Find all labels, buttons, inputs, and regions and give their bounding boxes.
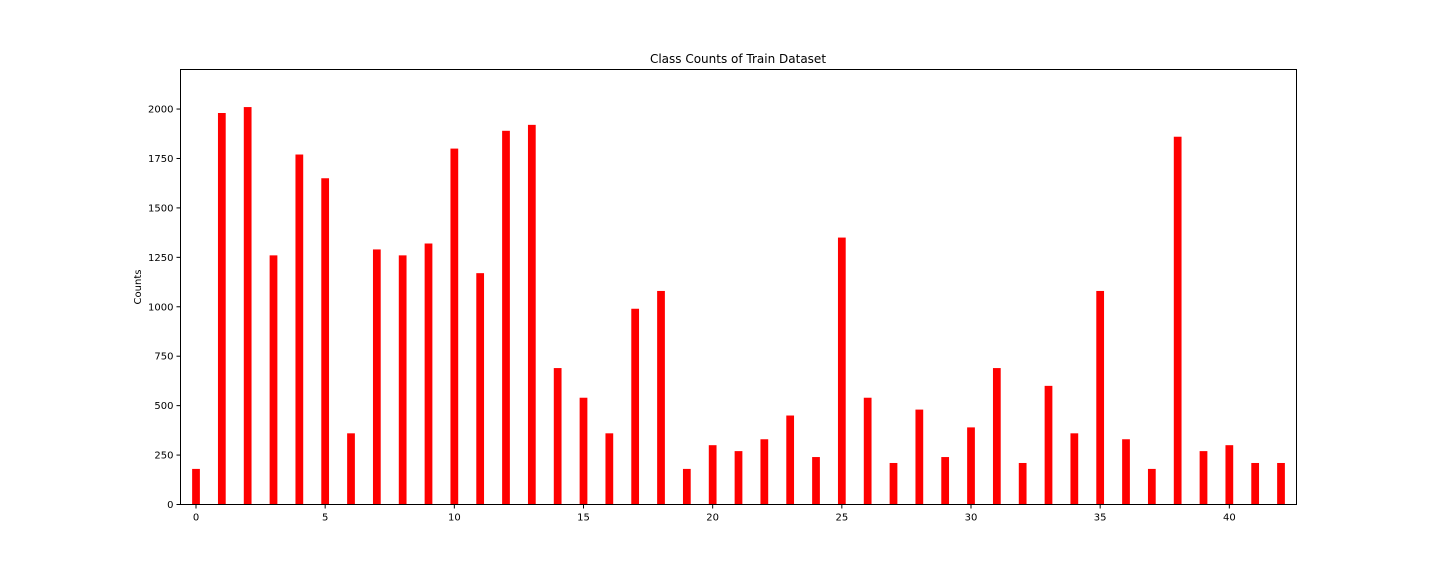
bar-16 bbox=[605, 433, 614, 505]
bars-group bbox=[192, 107, 1285, 505]
bar-33 bbox=[1044, 385, 1053, 505]
y-tick-label: 1750 bbox=[148, 154, 173, 165]
bar-37 bbox=[1147, 468, 1156, 505]
x-tick-label: 40 bbox=[1223, 513, 1236, 524]
bar-22 bbox=[760, 439, 769, 505]
y-tick-label: 1500 bbox=[148, 203, 173, 214]
bar-25 bbox=[837, 237, 846, 505]
y-tick-label: 1000 bbox=[148, 302, 173, 313]
bar-29 bbox=[941, 457, 950, 505]
bar-10 bbox=[450, 148, 459, 505]
bar-0 bbox=[192, 468, 200, 505]
bar-7 bbox=[372, 249, 381, 505]
bar-8 bbox=[398, 255, 407, 505]
x-tick-label: 15 bbox=[577, 513, 590, 524]
bar-31 bbox=[992, 368, 1001, 505]
bar-27 bbox=[889, 462, 898, 505]
y-axis-label: Counts bbox=[133, 270, 144, 305]
x-tick-label: 10 bbox=[448, 513, 461, 524]
x-tick-label: 25 bbox=[835, 513, 848, 524]
bar-23 bbox=[786, 415, 795, 505]
bar-38 bbox=[1173, 136, 1182, 505]
plot-frame bbox=[180, 69, 1297, 505]
bar-35 bbox=[1096, 290, 1105, 505]
bar-24 bbox=[812, 457, 820, 505]
bar-30 bbox=[967, 427, 975, 505]
bar-42 bbox=[1277, 462, 1285, 505]
bar-13 bbox=[527, 124, 536, 505]
bar-5 bbox=[321, 178, 330, 505]
bar-40 bbox=[1225, 445, 1234, 505]
y-tick-label: 2000 bbox=[148, 105, 173, 116]
bar-41 bbox=[1251, 462, 1260, 505]
bar-17 bbox=[631, 308, 640, 505]
bar-32 bbox=[1018, 462, 1027, 505]
bar-18 bbox=[657, 290, 665, 505]
y-tick-label: 750 bbox=[154, 352, 173, 363]
bar-15 bbox=[579, 397, 588, 505]
bar-20 bbox=[708, 445, 717, 505]
bar-12 bbox=[502, 130, 510, 505]
bar-6 bbox=[347, 433, 355, 505]
bar-11 bbox=[476, 273, 485, 505]
bar-3 bbox=[269, 255, 278, 505]
x-tick-label: 30 bbox=[965, 513, 978, 524]
y-tick-label: 0 bbox=[167, 500, 173, 511]
bar-26 bbox=[863, 397, 872, 505]
bar-4 bbox=[295, 154, 304, 505]
bar-34 bbox=[1070, 433, 1079, 505]
bar-28 bbox=[915, 409, 924, 505]
bar-39 bbox=[1199, 451, 1208, 505]
bar-14 bbox=[553, 368, 562, 505]
bar-21 bbox=[734, 451, 743, 505]
y-tick-label: 250 bbox=[154, 451, 173, 462]
y-tick-label: 1250 bbox=[148, 253, 173, 264]
chart-title: Class Counts of Train Dataset bbox=[650, 52, 826, 66]
bar-19 bbox=[682, 468, 691, 505]
bar-36 bbox=[1122, 439, 1130, 505]
bar-2 bbox=[243, 107, 252, 505]
x-tick-label: 20 bbox=[706, 513, 719, 524]
x-tick-label: 0 bbox=[193, 513, 199, 524]
x-axis: 0 5 10 15 20 25 30 35 40 bbox=[193, 504, 1236, 524]
x-tick-label: 35 bbox=[1094, 513, 1107, 524]
y-tick-label: 500 bbox=[154, 401, 173, 412]
x-tick-label: 5 bbox=[322, 513, 328, 524]
bar-9 bbox=[424, 243, 433, 505]
bar-1 bbox=[217, 113, 226, 505]
y-axis: 0 250 500 750 1000 1250 1500 1750 2000 bbox=[148, 105, 181, 511]
